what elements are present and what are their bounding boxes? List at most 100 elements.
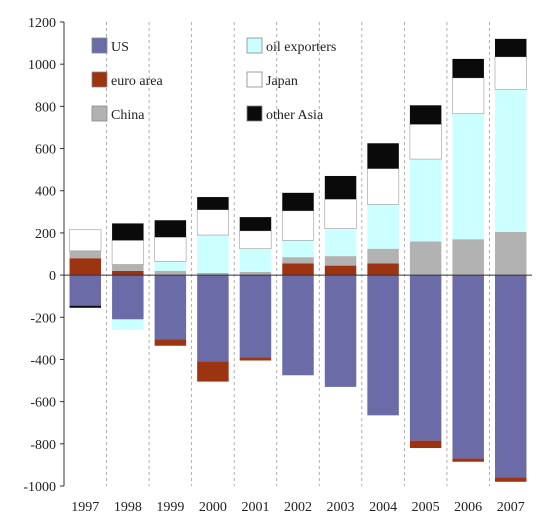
x-tick-label: 2003 [327, 500, 355, 515]
x-tick-label: 1998 [114, 500, 142, 515]
y-tick-label: 600 [35, 143, 56, 158]
bar-segment-China-2003 [324, 256, 357, 266]
legend-swatch-US [91, 37, 108, 54]
bar-segment-other-Asia-2000 [197, 197, 229, 210]
bar-segment-euro-area-2007 [494, 477, 527, 482]
x-tick-label: 2001 [241, 500, 269, 515]
bar-segment-euro-area-1999 [154, 339, 187, 346]
x-axis-ticks: 1997 1998 1999 2000 2001 2002 2003 2004 2005 2006… [71, 500, 524, 515]
y-tick-label: 1000 [28, 58, 56, 73]
x-tick-label: 1997 [71, 500, 99, 515]
bar-segment-other-Asia-2002 [282, 192, 314, 211]
bar-segment-China-2002 [282, 257, 314, 264]
bar-segment-oil-exporters-1998 [112, 319, 144, 330]
bar-segment-China-1999 [154, 270, 187, 276]
legend-label-euro-area: euro area [111, 74, 163, 89]
bar-segment-other-Asia-2004 [367, 143, 399, 169]
bar-segment-oil-exporters-2000 [197, 235, 229, 273]
bar-segment-China-2001 [239, 271, 272, 276]
bar-segment-other-Asia-2006 [452, 58, 484, 78]
y-tick-label: 200 [35, 227, 56, 242]
legend: US oil exporters euro area Japan China other … [91, 37, 336, 123]
bar-segment-other-Asia-1998 [112, 223, 144, 241]
bar-segment-China-2006 [452, 239, 484, 276]
bar-segment-other-Asia-1997 [69, 305, 102, 308]
bar-segment-Japan-2000 [196, 209, 229, 236]
bar-segment-euro-area-2000 [197, 361, 229, 382]
bar-segment-US-2006 [452, 275, 484, 459]
bar-segment-oil-exporters-2002 [282, 240, 314, 258]
bar-segment-US-2004 [367, 275, 399, 416]
x-tick-label: 2004 [369, 500, 397, 515]
bar-segment-Japan-2002 [281, 210, 315, 241]
y-tick-label: 800 [35, 100, 56, 115]
x-tick-label: 1999 [156, 500, 184, 515]
bar-segment-US-2007 [494, 275, 527, 478]
bar-segment-US-1999 [154, 275, 187, 340]
bar-segment-oil-exporters-2005 [409, 159, 442, 242]
bar-segment-euro-area-2004 [367, 263, 399, 276]
axes [63, 22, 532, 486]
bar-segment-other-Asia-1999 [154, 220, 187, 238]
bar-segment-euro-area-2002 [282, 263, 314, 276]
bar-segment-oil-exporters-2007 [494, 89, 527, 232]
legend-swatch-other-Asia [246, 105, 263, 122]
bar-segment-Japan-2006 [452, 77, 485, 115]
legend-label-US: US [111, 40, 129, 55]
bar-segment-other-Asia-2003 [324, 175, 357, 200]
bar-segment-US-2001 [239, 275, 272, 358]
bar-segment-US-1997 [69, 275, 102, 306]
bar-segment-euro-area-2006 [452, 458, 484, 462]
bar-segment-euro-area-2001 [239, 357, 272, 361]
bar-segment-euro-area-1997 [69, 258, 102, 276]
bar-segment-euro-area-1998 [112, 270, 144, 276]
bar-segment-oil-exporters-2006 [452, 113, 484, 240]
legend-label-oil-exporters: oil exporters [266, 40, 336, 55]
bar-segment-Japan-1997 [69, 229, 102, 252]
bar-segment-other-Asia-2007 [494, 38, 527, 57]
legend-swatch-oil-exporters [246, 37, 263, 54]
y-tick-label: -800 [30, 438, 56, 453]
bar-segment-US-2002 [282, 275, 314, 376]
y-axis-ticks: 1200 1000 800 600 400 200 0 -200 -400 -600 -800 -10… [23, 16, 64, 495]
bar-segment-China-1997 [69, 250, 102, 259]
legend-swatch-China [91, 105, 108, 122]
bar-segment-other-Asia-2005 [409, 105, 442, 125]
bars [69, 38, 527, 482]
legend-label-other-Asia: other Asia [266, 108, 324, 123]
legend-label-Japan: Japan [266, 74, 298, 89]
bar-segment-euro-area-2003 [324, 265, 357, 276]
bar-segment-China-2004 [367, 248, 399, 264]
bar-segment-US-2005 [409, 275, 442, 441]
bar-segment-Japan-2001 [239, 230, 272, 250]
bar-segment-oil-exporters-2004 [367, 204, 399, 249]
bar-segment-Japan-2003 [324, 198, 357, 229]
bar-segment-oil-exporters-2001 [239, 248, 272, 272]
bar-segment-Japan-2004 [367, 168, 400, 205]
legend-label-China: China [111, 108, 145, 123]
bar-segment-Japan-2005 [409, 123, 442, 160]
bar-segment-other-Asia-2001 [239, 217, 272, 231]
y-tick-label: -400 [30, 353, 56, 368]
bar-segment-Japan-2007 [494, 56, 527, 90]
bar-segment-China-1998 [112, 264, 144, 271]
grid-lines [106, 22, 490, 486]
bar-segment-China-2007 [494, 231, 527, 276]
bar-segment-US-2000 [197, 275, 229, 362]
bar-segment-euro-area-2005 [409, 440, 442, 449]
bar-segment-Japan-1999 [154, 236, 187, 262]
x-tick-label: 2000 [199, 500, 227, 515]
bar-segment-oil-exporters-1999 [154, 261, 187, 271]
bar-segment-US-1998 [112, 275, 144, 320]
legend-swatch-Japan [246, 71, 263, 88]
x-tick-label: 2007 [497, 500, 525, 515]
x-tick-label: 2006 [454, 500, 482, 515]
y-tick-label: -1000 [23, 480, 56, 495]
y-tick-label: -600 [30, 396, 56, 411]
x-tick-label: 2002 [284, 500, 312, 515]
bar-segment-US-2003 [324, 275, 357, 387]
y-tick-label: 1200 [28, 16, 56, 31]
y-tick-label: -200 [30, 311, 56, 326]
x-tick-label: 2005 [412, 500, 440, 515]
